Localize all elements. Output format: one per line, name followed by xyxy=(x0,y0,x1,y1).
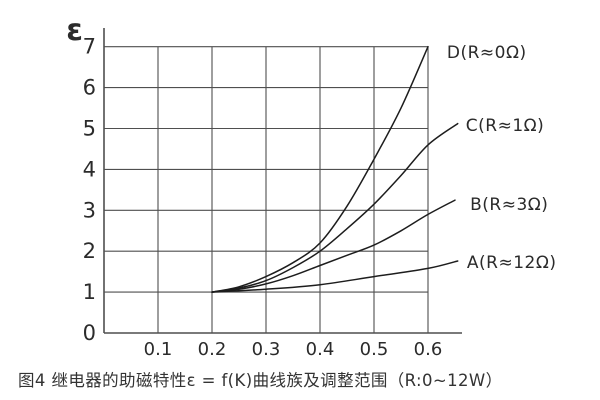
curve-A xyxy=(211,260,459,293)
y-axis-label: ε xyxy=(66,13,83,48)
y-tick-label: 3 xyxy=(83,198,96,222)
epsilon-k-curve-chart: 0.1 0.2 0.3 0.4 0.5 0.6 0 1 2 3 4 5 6 7ε A(R≈12Ω) B(R≈3… xyxy=(66,13,557,360)
y-tick-label: 6 xyxy=(83,76,96,100)
x-tick-label: 0.1 xyxy=(144,339,173,360)
curve-C xyxy=(211,122,459,293)
x-tick-label: 0.2 xyxy=(198,339,227,360)
figure-caption: 图4 继电器的助磁特性ε = f(K)曲线族及调整范围（R:0~12W） xyxy=(18,371,503,390)
x-tick-label: 0.4 xyxy=(306,339,335,360)
y-tick-label: 2 xyxy=(83,239,96,263)
y-tick-label: 5 xyxy=(83,117,96,141)
curve-label-A: A(R≈12Ω) xyxy=(467,253,557,273)
curve-label-C: C(R≈1Ω) xyxy=(466,116,545,136)
curve-B xyxy=(211,199,456,293)
y-tick-label: 0 xyxy=(83,321,96,345)
x-tick-label: 0.5 xyxy=(360,339,389,360)
x-tick-label: 0.6 xyxy=(414,339,443,360)
curve-label-D: D(R≈0Ω) xyxy=(447,43,527,63)
x-tick-label: 0.3 xyxy=(252,339,281,360)
curve-D xyxy=(211,45,429,293)
curve-label-B: B(R≈3Ω) xyxy=(470,195,548,215)
y-tick-label: 7 xyxy=(83,35,96,59)
y-tick-label: 1 xyxy=(83,280,96,304)
y-tick-label: 4 xyxy=(83,157,96,181)
